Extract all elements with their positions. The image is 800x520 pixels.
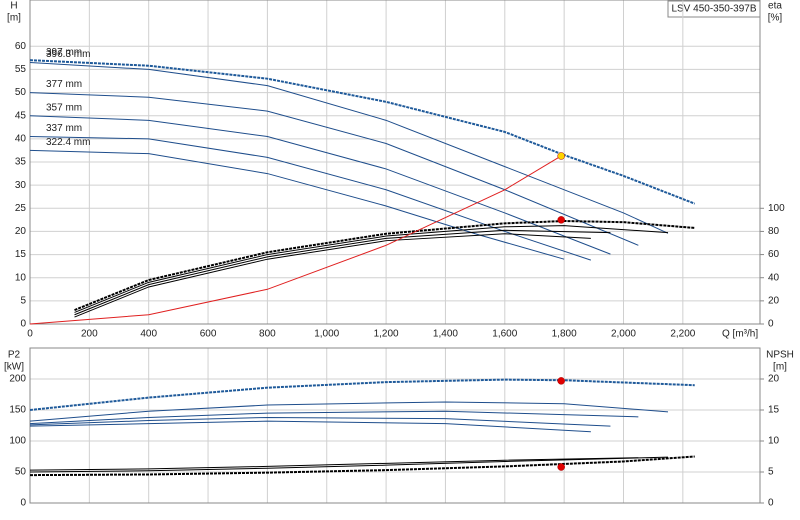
y-tick-label: 25 [15,203,27,214]
y-tick-label: 55 [15,64,27,75]
duty-point [557,377,565,385]
curve-label: 357 mm [46,102,82,113]
curve [29,92,639,246]
curve [29,115,611,255]
y2-tick-label: 20 [768,374,780,385]
x-tick-label: 2,000 [611,329,636,340]
y-tick-label: 60 [15,41,27,52]
curve [29,401,669,422]
curve [29,416,611,427]
curve-label: 337 mm [46,123,82,134]
curve [29,155,562,325]
x-tick-label: 600 [200,329,217,340]
y2-tick-label: 15 [768,405,780,416]
y2-tick-label: 60 [768,249,780,260]
y-tick-label: 50 [15,467,27,478]
x-label: Q [m³/h] [722,329,758,340]
y2-unit: [%] [768,13,783,24]
y2-tick-label: 0 [768,319,774,330]
curve [29,149,565,260]
curve [29,136,592,261]
x-tick-label: 400 [140,329,157,340]
x-tick-label: 2,200 [670,329,695,340]
curve-label: 397 mm [46,47,82,58]
y-unit: [kW] [4,362,24,373]
chart-title: LSV 450-350-397B [671,4,756,15]
y-tick-label: 45 [15,110,27,121]
curve [29,457,639,471]
y2-label: eta [768,1,782,12]
y2-tick-label: 0 [768,498,774,509]
y2-tick-label: 100 [768,203,785,214]
curve [29,59,696,205]
y-tick-label: 50 [15,87,27,98]
duty-point [557,152,565,160]
curve-label: 322.4 mm [46,137,90,148]
curve-label: 377 mm [46,79,82,90]
y-tick-label: 20 [15,226,27,237]
curve [74,229,611,316]
y-tick-label: 35 [15,157,27,168]
y2-tick-label: 10 [768,436,780,447]
x-tick-label: 1,200 [374,329,399,340]
x-tick-label: 1,000 [314,329,339,340]
y-label: H [10,1,17,12]
curve [29,61,669,234]
duty-point [557,216,565,224]
x-tick-label: 1,600 [492,329,517,340]
x-tick-label: 800 [259,329,276,340]
y-tick-label: 40 [15,133,27,144]
duty-point [557,463,565,471]
curve [74,225,669,313]
curve [29,455,695,477]
x-tick-label: 1,800 [552,329,577,340]
y2-tick-label: 5 [768,467,774,478]
plot-frame [29,347,761,504]
y-tick-label: 100 [9,436,26,447]
y2-unit: [m] [773,362,787,373]
x-tick-label: 1,400 [433,329,458,340]
curve [29,456,669,473]
y-tick-label: 10 [15,272,27,283]
y-tick-label: 15 [15,249,27,260]
y-tick-label: 0 [20,498,26,509]
y-tick-label: 5 [20,295,26,306]
y2-tick-label: 80 [768,226,780,237]
y-unit: [m] [7,13,21,24]
x-tick-label: 200 [81,329,98,340]
y-label: P2 [8,350,21,361]
curve [29,410,639,425]
y2-tick-label: 40 [768,272,780,283]
curve [74,233,591,318]
y2-label: NPSH [766,350,794,361]
plot-frame [29,0,761,325]
y2-tick-label: 20 [768,295,780,306]
curve [74,220,695,312]
x-tick-label: 0 [27,329,33,340]
curve-label: 396.3 mm [46,49,90,60]
y-tick-label: 0 [20,319,26,330]
y-tick-label: 30 [15,180,27,191]
curve [29,420,591,433]
curve [29,378,695,411]
y-tick-label: 200 [9,374,26,385]
y-tick-label: 150 [9,405,26,416]
